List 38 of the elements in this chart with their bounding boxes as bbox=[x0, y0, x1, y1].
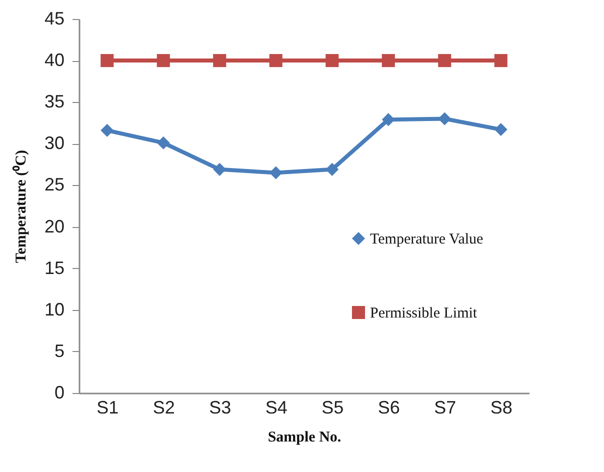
point bbox=[100, 124, 114, 137]
y-axis-title: Temperature (⁰C) bbox=[11, 150, 30, 263]
y-tick-label: 25 bbox=[44, 174, 64, 195]
point bbox=[326, 54, 339, 68]
point bbox=[326, 162, 339, 176]
point bbox=[269, 166, 282, 180]
y-tick-label: 15 bbox=[44, 258, 64, 278]
x-tick-label: S4 bbox=[265, 398, 288, 418]
x-tick-label: S7 bbox=[434, 398, 456, 418]
point bbox=[382, 54, 395, 68]
point bbox=[269, 54, 282, 68]
point bbox=[213, 54, 226, 68]
x-tick-label: S3 bbox=[209, 398, 232, 418]
point bbox=[100, 54, 114, 68]
y-tick-label: 40 bbox=[44, 50, 64, 70]
point bbox=[438, 54, 452, 68]
y-tick-label: 30 bbox=[44, 133, 64, 154]
point bbox=[494, 54, 508, 68]
point bbox=[156, 136, 170, 150]
x-axis-title: Sample No. bbox=[268, 430, 342, 446]
y-tick-label: 0 bbox=[54, 382, 64, 402]
y-tick-label: 45 bbox=[44, 8, 64, 28]
y-tick-label: 35 bbox=[44, 92, 64, 112]
point bbox=[438, 112, 452, 126]
point bbox=[382, 113, 395, 126]
legend-label: Permissible Limit bbox=[370, 306, 478, 322]
x-tick-label: S8 bbox=[490, 398, 512, 418]
point bbox=[156, 54, 170, 68]
x-tick-label: S1 bbox=[96, 398, 119, 418]
y-tick-label: 20 bbox=[44, 216, 64, 236]
x-tick-label: S5 bbox=[322, 398, 344, 418]
point bbox=[494, 123, 508, 136]
y-tick-label: 10 bbox=[44, 299, 64, 320]
legend-label: Temperature Value bbox=[370, 232, 484, 248]
y-tick-label: 5 bbox=[54, 340, 64, 361]
x-tick-label: S2 bbox=[152, 398, 175, 418]
point bbox=[213, 162, 226, 176]
x-tick-label: S6 bbox=[378, 398, 400, 418]
